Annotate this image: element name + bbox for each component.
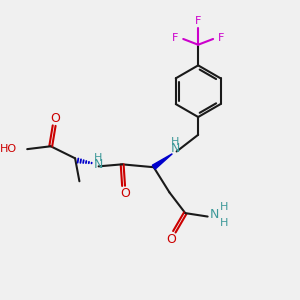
Text: H: H (94, 153, 102, 163)
Text: F: F (218, 33, 224, 43)
Text: O: O (50, 112, 60, 125)
Text: F: F (172, 33, 178, 43)
Text: O: O (167, 233, 176, 246)
Polygon shape (152, 154, 172, 169)
Text: N: N (170, 142, 180, 155)
Text: N: N (209, 208, 219, 221)
Text: F: F (195, 16, 201, 26)
Text: N: N (93, 158, 103, 171)
Text: HO: HO (0, 144, 17, 154)
Text: H: H (220, 218, 229, 228)
Text: H: H (220, 202, 229, 212)
Text: H: H (171, 137, 179, 147)
Text: O: O (120, 187, 130, 200)
